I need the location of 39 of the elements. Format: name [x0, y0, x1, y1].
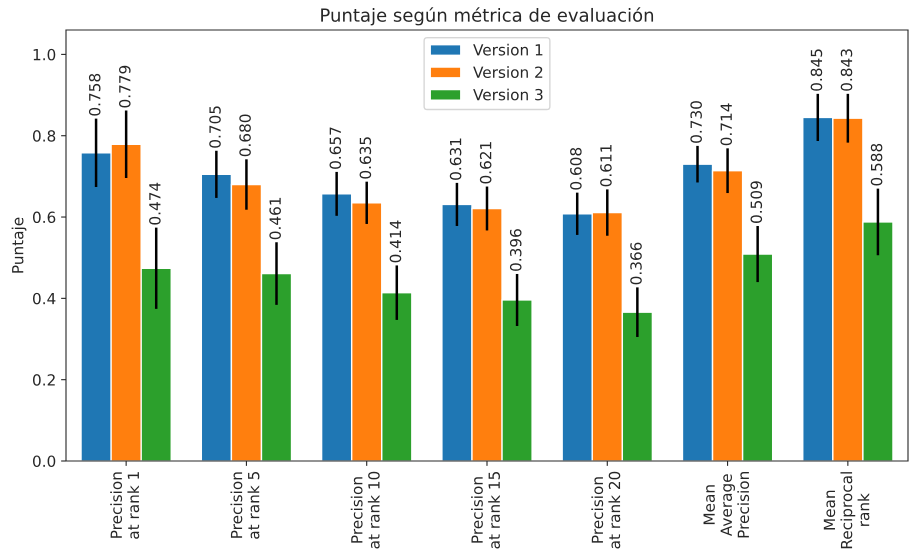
x-tick-label: Precision at rank 15	[471, 472, 500, 548]
data-label: 0.680	[239, 114, 251, 156]
y-tick-label: 0.6	[32, 212, 56, 224]
y-tick-label: 0.0	[32, 455, 56, 468]
data-label: 0.509	[750, 181, 762, 223]
data-label: 0.366	[630, 242, 642, 284]
x-tick-label: Mean Average Precision	[704, 472, 750, 538]
x-tick-label: Mean Reciprocal rank	[824, 472, 870, 548]
data-label: 0.730	[690, 101, 702, 143]
data-label: 0.621	[480, 142, 492, 184]
legend-label: Version 2	[473, 66, 542, 78]
y-tick-label: 0.8	[32, 130, 56, 142]
data-label: 0.474	[149, 182, 161, 225]
legend-label: Version 3	[473, 88, 543, 100]
data-label: 0.611	[600, 145, 612, 186]
data-label: 0.396	[510, 229, 522, 271]
chart-title: Puntaje según métrica de evaluación	[321, 7, 654, 26]
y-tick-label: 1.0	[34, 48, 56, 60]
data-label: 0.657	[330, 127, 342, 169]
y-tick-label: 0.2	[32, 374, 55, 386]
x-tick-label: Precision at rank 5	[230, 472, 260, 539]
x-tick-label: Precision at rank 20	[591, 472, 620, 548]
data-label: 0.414	[390, 220, 402, 262]
data-label: 0.758	[88, 74, 101, 116]
y-tick-label: 0.4	[32, 292, 56, 304]
data-label: 0.845	[810, 49, 822, 91]
data-label: 0.461	[269, 198, 281, 240]
data-label: 0.588	[870, 144, 882, 186]
data-label: 0.631	[450, 138, 462, 180]
x-tick-label: Precision at rank 1	[110, 472, 140, 539]
data-label: 0.635	[360, 137, 372, 179]
x-tick-label: Precision at rank 10	[350, 472, 380, 548]
data-label: 0.779	[119, 66, 131, 108]
data-label: 0.714	[720, 103, 732, 146]
data-label: 0.608	[570, 148, 582, 190]
y-axis-title: Puntaje	[12, 218, 26, 273]
legend-label: Version 1	[473, 44, 542, 56]
data-label: 0.843	[840, 49, 852, 91]
data-label: 0.705	[209, 106, 221, 148]
